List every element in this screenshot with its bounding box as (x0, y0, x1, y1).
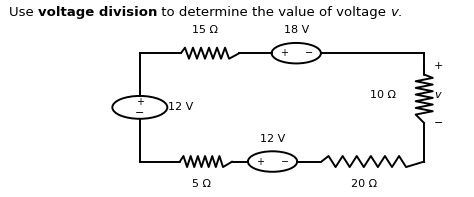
Text: −: − (434, 118, 443, 128)
Text: −: − (281, 157, 289, 166)
Text: voltage division: voltage division (37, 6, 157, 19)
Text: +: + (280, 48, 288, 58)
Text: 12 V: 12 V (260, 134, 285, 144)
Text: 5 Ω: 5 Ω (192, 179, 211, 189)
Text: −: − (304, 48, 313, 58)
Text: Use: Use (9, 6, 37, 19)
Text: .: . (398, 6, 402, 19)
Text: to determine the value of voltage: to determine the value of voltage (157, 6, 390, 19)
Text: +: + (256, 157, 264, 166)
Text: 20 Ω: 20 Ω (351, 179, 377, 189)
Text: 12 V: 12 V (168, 102, 193, 112)
Text: v: v (434, 90, 440, 99)
Text: −: − (135, 108, 145, 117)
Text: 18 V: 18 V (283, 25, 309, 34)
Text: 15 Ω: 15 Ω (192, 25, 218, 34)
Text: +: + (434, 61, 443, 71)
Text: 10 Ω: 10 Ω (370, 90, 396, 99)
Text: +: + (136, 97, 144, 107)
Text: v: v (390, 6, 398, 19)
